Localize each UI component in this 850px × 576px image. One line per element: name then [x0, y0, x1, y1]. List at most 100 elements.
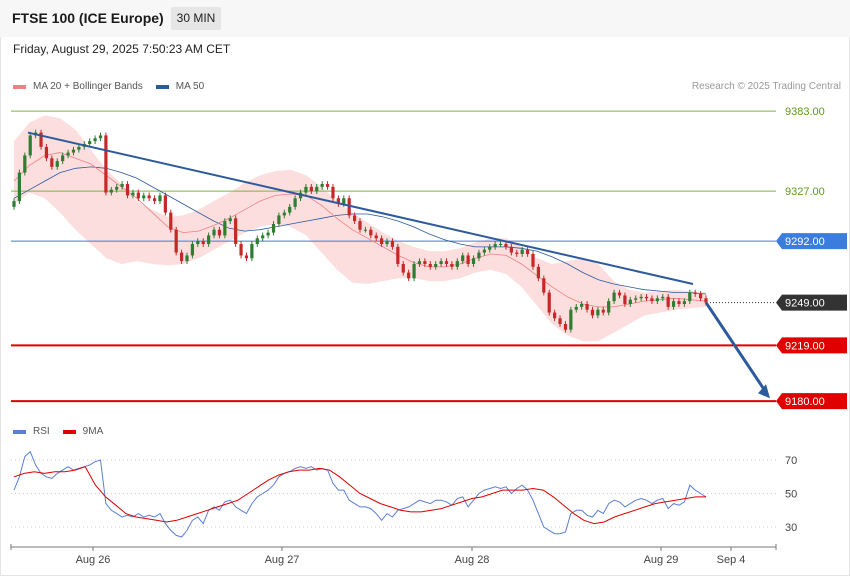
x-tick-label: Aug 26 [76, 554, 111, 566]
level-label-3: 9249.00 [785, 298, 825, 310]
rsi-legend-label: RSI [33, 426, 50, 437]
candle-body [569, 309, 573, 330]
candle-body [596, 309, 600, 316]
candle-body [250, 244, 254, 259]
x-tick-label: Aug 28 [455, 554, 490, 566]
candle-body [531, 254, 535, 267]
candle-body [655, 298, 659, 302]
candle-body [693, 292, 697, 294]
rsi-tick-70: 70 [785, 455, 797, 467]
level-label-5: 9180.00 [785, 396, 825, 408]
candle-body [244, 255, 249, 259]
candle-body [163, 195, 167, 213]
candle-body [498, 244, 503, 245]
level-tag-2 [776, 233, 847, 250]
candle-body [266, 232, 270, 236]
candle-body [39, 132, 43, 147]
candle-body [320, 184, 324, 187]
candle-body [71, 149, 76, 153]
level-tag-5 [776, 393, 847, 410]
level-label-2: 9292.00 [785, 236, 825, 248]
candle-body [120, 184, 124, 187]
ma50-legend-swatch [155, 84, 169, 89]
candle-body [201, 241, 205, 244]
candle-body [547, 292, 551, 313]
level-label-1: 9327.00 [785, 186, 825, 198]
candle-body [352, 215, 357, 222]
candle-body [428, 264, 432, 267]
price-legend: MA 20 + Bollinger Bands MA 50 [13, 81, 204, 92]
candle-body [682, 301, 686, 304]
candle-body [650, 298, 654, 302]
candle-body [612, 292, 616, 302]
candle-body [255, 238, 259, 244]
candle-body [109, 189, 113, 193]
rsi-tick-30: 30 [785, 522, 797, 534]
candle-body [369, 229, 373, 236]
candle-body [704, 298, 708, 303]
candle-body [504, 244, 508, 247]
candle-body [88, 141, 92, 144]
candle-body [347, 198, 351, 216]
candle-body [671, 301, 676, 307]
candle-body [288, 206, 292, 213]
candle-body [12, 201, 16, 207]
candle-body [309, 186, 313, 192]
candle-body [207, 235, 211, 244]
candle-body [331, 186, 335, 199]
candle-body [407, 272, 411, 279]
x-tick-label: Aug 27 [265, 554, 300, 566]
candle-body [574, 306, 578, 310]
trendline [27, 131, 694, 285]
candle-body [380, 238, 384, 244]
candle-body [466, 255, 470, 264]
candle-body [401, 264, 405, 273]
candle-body [169, 212, 173, 230]
candle-body [688, 292, 692, 302]
projection-arrow [704, 301, 768, 394]
x-tick-label: Aug 29 [644, 554, 679, 566]
candle-body [358, 221, 362, 230]
candle-body [515, 252, 519, 254]
candle-body [601, 309, 605, 313]
candle-body [666, 296, 670, 307]
candle-body [628, 299, 632, 304]
candle-body [390, 241, 395, 247]
x-tick-label: Sep 4 [717, 554, 746, 566]
candle-body [536, 266, 541, 279]
chart-header: FTSE 100 (ICE Europe) 30 MIN [0, 0, 850, 37]
candle-body [93, 138, 97, 142]
candle-body [455, 261, 459, 267]
candle-body [66, 152, 70, 156]
candle-body [293, 198, 297, 207]
candle-body [434, 264, 438, 267]
candle-body [661, 296, 665, 299]
instrument-title: FTSE 100 (ICE Europe) [12, 10, 164, 26]
candle-body [488, 246, 492, 250]
candle-body [634, 298, 638, 300]
candle-body [228, 218, 232, 222]
timestamp: Friday, August 29, 2025 7:50:23 AM CET [13, 42, 231, 56]
candle-body [50, 158, 54, 167]
candle-body [423, 261, 427, 264]
candle-body [553, 312, 557, 319]
candle-body [471, 258, 476, 264]
candle-body [304, 186, 308, 193]
candle-body [152, 198, 157, 202]
candle-body [417, 261, 422, 264]
candle-body [525, 249, 530, 254]
level-label-0: 9383.00 [785, 106, 825, 118]
candle-body [239, 244, 243, 256]
candle-body [261, 235, 265, 239]
candle-body [147, 195, 151, 199]
candle-body [385, 241, 389, 244]
ma20-legend-swatch [13, 84, 26, 89]
candle-body [444, 261, 449, 264]
candle-body [493, 244, 497, 247]
candle-body [174, 229, 178, 253]
level-label-4: 9219.00 [785, 340, 825, 352]
candle-body [282, 212, 286, 216]
timeframe-badge[interactable]: 30 MIN [171, 7, 221, 30]
candle-body [439, 261, 443, 264]
